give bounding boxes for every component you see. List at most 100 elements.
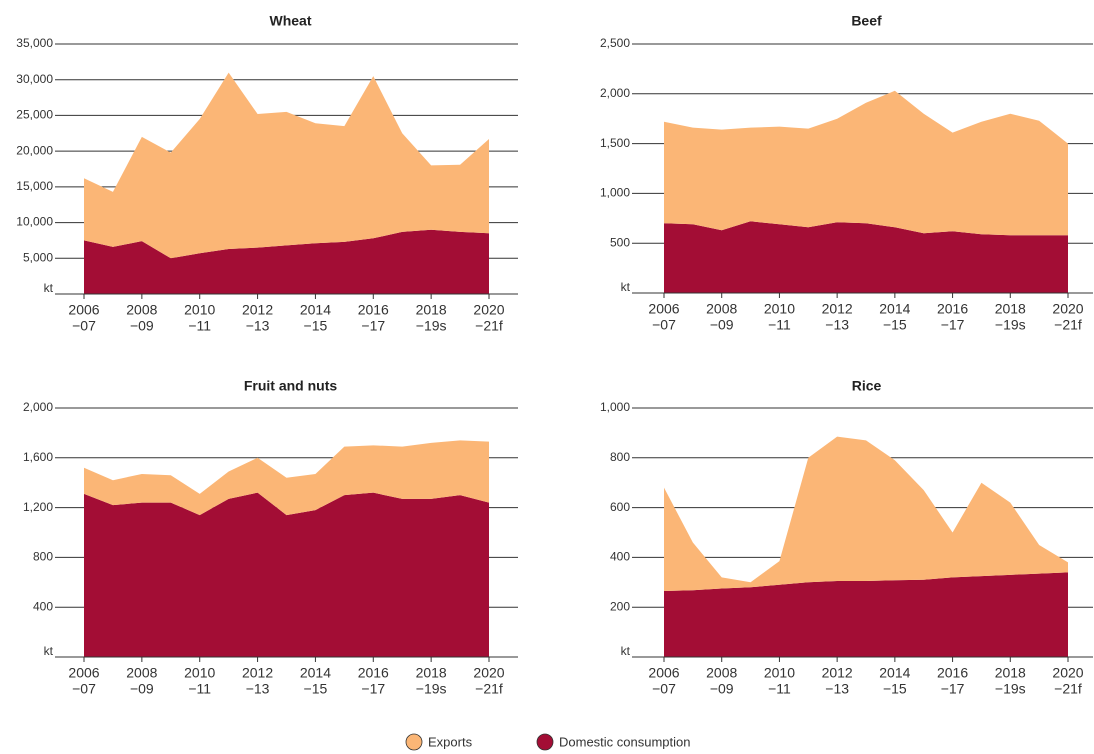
- x-tick-label: −13: [825, 681, 849, 697]
- legend-label: Domestic consumption: [559, 734, 691, 749]
- panel-title: Beef: [851, 13, 882, 29]
- x-tick-label: −11: [188, 318, 211, 334]
- x-tick-label: −11: [768, 681, 791, 697]
- y-tick-label: kt: [621, 280, 631, 294]
- y-tick-label: 30,000: [16, 72, 53, 86]
- x-tick-label: −17: [361, 681, 385, 697]
- y-tick-label: kt: [44, 644, 54, 658]
- x-tick-label: −19s: [416, 318, 447, 334]
- x-tick-label: −21f: [1054, 681, 1082, 697]
- y-tick-label: kt: [44, 281, 54, 295]
- y-tick-label: 600: [610, 500, 630, 514]
- x-tick-label: −21f: [475, 318, 503, 334]
- x-tick-label: −09: [710, 317, 734, 333]
- x-tick-label: 2018: [416, 665, 447, 681]
- x-tick-label: −07: [72, 318, 96, 334]
- x-tick-label: 2010: [184, 302, 215, 318]
- x-tick-label: 2014: [879, 665, 910, 681]
- x-tick-label: −15: [304, 681, 328, 697]
- y-tick-label: 500: [610, 235, 630, 249]
- x-tick-label: −17: [361, 318, 385, 334]
- x-tick-label: 2014: [300, 302, 331, 318]
- x-tick-label: 2020: [473, 302, 504, 318]
- area: [84, 492, 489, 657]
- x-tick-label: −19s: [995, 681, 1026, 697]
- x-tick-label: −21f: [1054, 317, 1082, 333]
- y-tick-label: 400: [610, 550, 630, 564]
- x-tick-label: 2016: [937, 301, 968, 317]
- x-tick-label: −11: [768, 317, 791, 333]
- y-tick-label: 1,500: [600, 136, 630, 150]
- x-tick-label: 2006: [648, 301, 679, 317]
- x-tick-label: −17: [941, 681, 965, 697]
- y-tick-label: 400: [33, 599, 53, 613]
- x-tick-label: −19s: [995, 317, 1026, 333]
- x-tick-label: −13: [246, 318, 270, 334]
- x-tick-label: 2020: [1052, 665, 1083, 681]
- x-tick-label: −09: [130, 681, 154, 697]
- x-tick-label: 2006: [68, 665, 99, 681]
- area: [664, 90, 1068, 236]
- y-tick-label: 1,000: [600, 186, 630, 200]
- x-tick-label: 2014: [300, 665, 331, 681]
- x-tick-label: 2014: [879, 301, 910, 317]
- x-tick-label: −19s: [416, 681, 447, 697]
- y-tick-label: 35,000: [16, 36, 53, 50]
- x-tick-label: −15: [304, 318, 328, 334]
- y-tick-label: 1,200: [23, 500, 53, 514]
- x-tick-label: 2008: [706, 301, 737, 317]
- x-tick-label: −07: [652, 317, 676, 333]
- y-tick-label: 200: [610, 599, 630, 613]
- x-tick-label: 2012: [822, 665, 853, 681]
- x-tick-label: 2018: [995, 301, 1026, 317]
- panel-title: Rice: [852, 378, 882, 394]
- x-tick-label: 2008: [126, 665, 157, 681]
- panel-title: Fruit and nuts: [244, 378, 338, 394]
- panel-title: Wheat: [270, 13, 312, 29]
- area: [84, 229, 489, 294]
- y-tick-label: kt: [621, 644, 631, 658]
- x-tick-label: 2012: [242, 302, 273, 318]
- x-tick-label: −13: [246, 681, 270, 697]
- area: [664, 436, 1068, 592]
- y-tick-label: 800: [33, 550, 53, 564]
- x-tick-label: 2010: [184, 665, 215, 681]
- y-tick-label: 2,500: [600, 36, 630, 50]
- x-tick-label: 2010: [764, 665, 795, 681]
- x-tick-label: 2018: [995, 665, 1026, 681]
- x-tick-label: 2020: [473, 665, 504, 681]
- x-tick-label: −09: [130, 318, 154, 334]
- y-tick-label: 5,000: [23, 250, 53, 264]
- x-tick-label: 2016: [937, 665, 968, 681]
- x-tick-label: −09: [710, 681, 734, 697]
- x-tick-label: 2006: [648, 665, 679, 681]
- legend-label: Exports: [428, 734, 473, 749]
- y-tick-label: 800: [610, 450, 630, 464]
- x-tick-label: 2008: [126, 302, 157, 318]
- x-tick-label: 2020: [1052, 301, 1083, 317]
- y-tick-label: 10,000: [16, 215, 53, 229]
- x-tick-label: 2010: [764, 301, 795, 317]
- y-tick-label: 25,000: [16, 108, 53, 122]
- legend-swatch: [405, 733, 423, 751]
- x-tick-label: −07: [652, 681, 676, 697]
- y-tick-label: 1,000: [600, 400, 630, 414]
- x-tick-label: −15: [883, 681, 907, 697]
- legend-swatch: [536, 733, 554, 751]
- y-tick-label: 2,000: [600, 86, 630, 100]
- x-tick-label: 2016: [358, 302, 389, 318]
- y-tick-label: 20,000: [16, 143, 53, 157]
- area: [664, 221, 1068, 293]
- y-tick-label: 15,000: [16, 179, 53, 193]
- x-tick-label: 2006: [68, 302, 99, 318]
- x-tick-label: −17: [941, 317, 965, 333]
- x-tick-label: 2012: [822, 301, 853, 317]
- x-tick-label: −07: [72, 681, 96, 697]
- y-tick-label: 1,600: [23, 450, 53, 464]
- x-tick-label: 2012: [242, 665, 273, 681]
- x-tick-label: 2016: [358, 665, 389, 681]
- x-tick-label: −21f: [475, 681, 503, 697]
- y-tick-label: 2,000: [23, 400, 53, 414]
- x-tick-label: 2018: [416, 302, 447, 318]
